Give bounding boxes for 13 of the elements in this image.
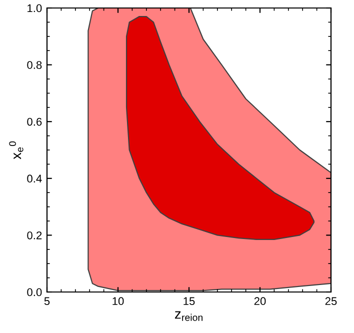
y-tick-label: 0.4 [27, 174, 42, 183]
y-tick-label: 0.2 [27, 231, 42, 240]
x-axis-title: z$_{reion}$ [174, 311, 202, 321]
y-tick-label: 1.0 [28, 4, 42, 12]
x-tick-label: 25 [325, 297, 337, 306]
y-tick-label: 0.0 [27, 288, 42, 296]
y-tick-label: 0.6 [27, 118, 42, 126]
x-tick-label: 20 [254, 297, 266, 306]
x-tick-label: 10 [112, 297, 124, 306]
x-tick-label: 15 [184, 297, 195, 306]
x-tick-label: 5 [44, 297, 50, 306]
y-axis-title: x$_{e}$$^{0}$ [9, 141, 24, 160]
y-tick-label: 0.8 [27, 61, 42, 69]
